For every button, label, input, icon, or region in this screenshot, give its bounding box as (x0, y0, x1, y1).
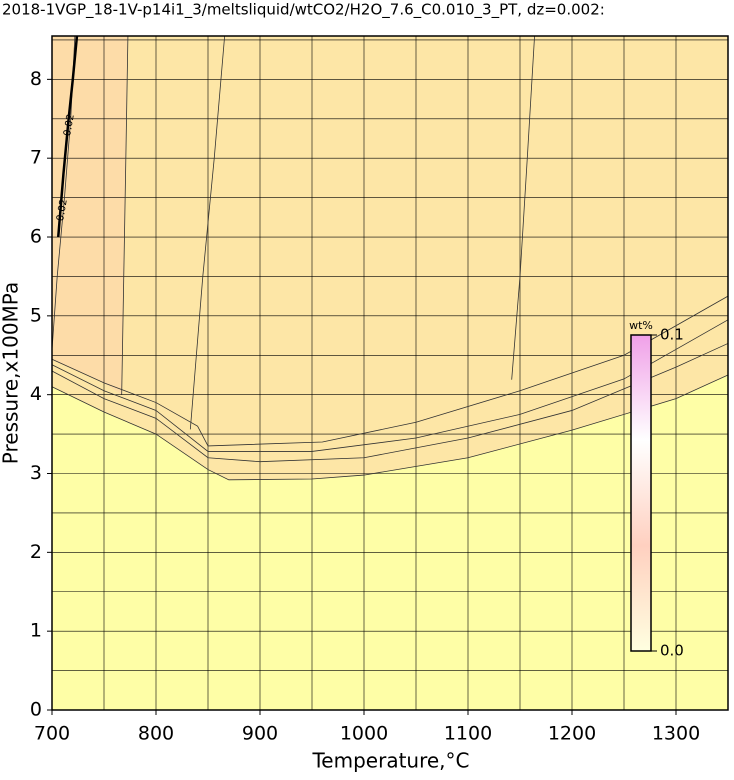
contour-label: 0.02 (62, 113, 77, 137)
x-tick-label: 1300 (652, 723, 700, 745)
x-tick-label: 700 (34, 723, 70, 745)
y-tick-label: 7 (30, 147, 42, 169)
x-tick-label: 1100 (444, 723, 492, 745)
contour-line (51, 295, 729, 447)
region-fill (52, 36, 728, 480)
y-tick-label: 6 (30, 226, 42, 248)
plot-frame (51, 35, 729, 711)
chart-title: 2018-1VGP_18-1V-p14i1_3/meltsliquid/wtCO… (2, 1, 605, 20)
x-axis-label: Temperature,°C (311, 749, 469, 773)
x-tick-label: 900 (242, 723, 278, 745)
y-tick-label: 3 (30, 462, 42, 484)
x-tick-label: 1200 (548, 723, 596, 745)
x-tick-label: 1000 (340, 723, 388, 745)
colorbar-tick-label: 0.1 (660, 326, 684, 344)
colorbar-label: wt% (629, 319, 653, 332)
y-tick-label: 4 (30, 383, 42, 405)
contour-line (51, 374, 729, 481)
x-tick-label: 800 (138, 723, 174, 745)
colorbar (630, 334, 652, 652)
contour-line (51, 343, 729, 463)
colorbar-tick-label: 0.0 (660, 642, 684, 660)
y-tick-label: 1 (30, 620, 42, 642)
y-tick-label: 2 (30, 541, 42, 563)
y-tick-label: 8 (30, 68, 42, 90)
contour-line (51, 319, 729, 452)
region-fill (52, 36, 128, 395)
contour-line (56, 35, 79, 238)
contour-line (511, 35, 535, 380)
contour-line (189, 35, 226, 430)
y-tick-label: 5 (30, 304, 42, 326)
y-axis-label: Pressure,x100MPa (0, 282, 23, 464)
contour-label: 0.02 (55, 198, 70, 222)
contour-line (121, 35, 129, 395)
y-tick-label: 0 (30, 699, 42, 721)
